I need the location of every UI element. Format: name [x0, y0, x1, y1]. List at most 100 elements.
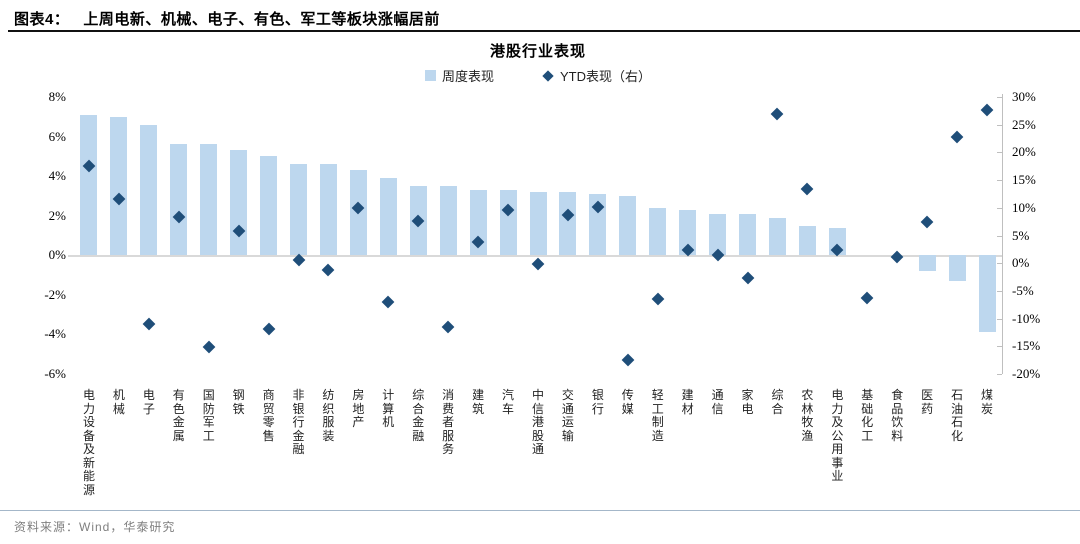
- category-label: 中信港股通: [531, 388, 544, 456]
- ytd-diamond: [262, 322, 275, 336]
- category-label: 通信: [711, 388, 724, 416]
- category-label: 钢铁: [232, 388, 245, 416]
- figure-title: 图表4： 上周电新、机械、电子、有色、军工等板块涨幅居前: [14, 8, 1070, 29]
- category-label: 汽车: [502, 388, 515, 416]
- ytd-diamond: [980, 103, 994, 117]
- category-label: 食品饮料: [891, 388, 904, 443]
- weekly-bar: [798, 225, 816, 256]
- ytd-diamond: [142, 317, 156, 331]
- category-label: 基础化工: [861, 388, 874, 443]
- right-axis-tick: [997, 180, 1002, 182]
- y-axis-right-tick-label: -15%: [1012, 338, 1041, 354]
- category-label: 电子: [142, 388, 155, 416]
- weekly-bar: [379, 178, 397, 256]
- category-label: 机械: [112, 388, 125, 416]
- category-label: 商贸零售: [262, 388, 275, 443]
- legend-ytd-label: YTD表现（右）: [560, 69, 652, 84]
- right-axis-tick: [997, 207, 1002, 209]
- ytd-diamond: [741, 271, 754, 285]
- right-axis-tick: [997, 97, 1002, 98]
- right-axis-tick: [997, 152, 1002, 154]
- y-axis-left-tick-label: -4%: [44, 326, 66, 342]
- weekly-bar: [679, 209, 697, 256]
- ytd-diamond: [890, 250, 904, 264]
- figure-number: 图表4：: [14, 11, 70, 28]
- category-label: 传媒: [621, 388, 634, 416]
- category-label: 交通运输: [561, 388, 574, 443]
- right-axis-tick: [997, 263, 1002, 265]
- category-label: 电力及公用事业: [831, 388, 844, 483]
- figure-title-text: 上周电新、机械、电子、有色、军工等板块涨幅居前: [83, 11, 440, 28]
- source-text: 资料来源：Wind，华泰研究: [14, 520, 176, 534]
- right-axis-tick: [997, 235, 1002, 237]
- y-axis-left-tick-label: 4%: [48, 168, 66, 184]
- weekly-bar: [319, 164, 337, 256]
- y-axis-right-tick-label: 15%: [1012, 172, 1036, 188]
- y-axis-right-tick-label: 10%: [1012, 199, 1036, 215]
- chart-title: 港股行业表现: [489, 43, 586, 60]
- weekly-bar: [649, 207, 667, 256]
- right-axis-tick: [997, 124, 1002, 126]
- category-label: 有色金属: [172, 388, 185, 443]
- weekly-bar: [768, 217, 786, 256]
- weekly-bar: [260, 156, 278, 256]
- y-axis-right-tick-label: 25%: [1012, 116, 1036, 132]
- y-axis-left-tick-label: 2%: [48, 207, 66, 223]
- weekly-bar: [709, 213, 727, 256]
- weekly-bar: [948, 255, 966, 281]
- ytd-diamond: [860, 291, 874, 305]
- weekly-bar: [290, 164, 308, 256]
- ytd-diamond: [950, 131, 964, 144]
- category-label: 银行: [591, 388, 604, 416]
- y-axis-right-tick-label: 0%: [1012, 255, 1030, 271]
- category-label: 消费者服务: [442, 388, 455, 456]
- ytd-diamond: [441, 321, 455, 334]
- category-label: 医药: [921, 388, 934, 416]
- weekly-bar: [529, 191, 547, 256]
- weekly-bar: [739, 213, 757, 256]
- right-axis-tick: [997, 318, 1002, 320]
- y-axis-left-tick-label: 0%: [48, 247, 66, 263]
- weekly-bar: [439, 186, 457, 256]
- category-label: 轻工制造: [651, 388, 664, 443]
- ytd-diamond: [202, 341, 216, 354]
- y-axis-right-tick-label: -20%: [1012, 366, 1041, 381]
- category-label: 电力设备及新能源: [82, 388, 95, 497]
- right-axis-tick: [997, 374, 1002, 375]
- y-axis-right-tick-label: 30%: [1012, 89, 1036, 104]
- source-divider: [0, 510, 1080, 511]
- weekly-bar: [200, 144, 218, 256]
- category-label: 国防军工: [202, 388, 215, 443]
- y-axis-left-tick-label: 8%: [48, 89, 66, 104]
- ytd-diamond: [801, 182, 814, 196]
- weekly-bar: [499, 189, 517, 256]
- weekly-bar: [230, 150, 248, 256]
- weekly-bar: [559, 191, 577, 256]
- weekly-bar: [978, 255, 996, 333]
- header-divider: [8, 30, 1080, 32]
- chart-legend: 周度表现 YTD表现（右）: [74, 66, 1002, 85]
- weekly-bar: [619, 195, 637, 256]
- weekly-bar: [80, 114, 98, 256]
- y-axis-left-tick-label: -2%: [44, 286, 66, 302]
- weekly-bar: [170, 144, 188, 256]
- category-label: 农林牧渔: [801, 388, 814, 443]
- ytd-diamond: [771, 107, 784, 121]
- weekly-bar: [110, 116, 128, 256]
- y-axis-left-tick-label: 6%: [48, 128, 66, 144]
- category-label: 建筑: [472, 388, 485, 416]
- category-label: 煤炭: [981, 388, 994, 416]
- right-axis-tick: [997, 346, 1002, 348]
- category-label: 非银行金融: [292, 388, 305, 456]
- ytd-diamond: [920, 215, 934, 229]
- right-axis-line: [1002, 94, 1003, 374]
- y-axis-left-tick-label: -6%: [44, 366, 66, 381]
- category-label: 房地产: [352, 388, 365, 429]
- ytd-diamond: [322, 263, 335, 277]
- weekly-bar: [918, 255, 936, 272]
- weekly-bar-swatch-icon: [424, 70, 436, 81]
- y-axis-right-tick-label: -5%: [1012, 282, 1034, 298]
- category-label: 综合: [771, 388, 784, 416]
